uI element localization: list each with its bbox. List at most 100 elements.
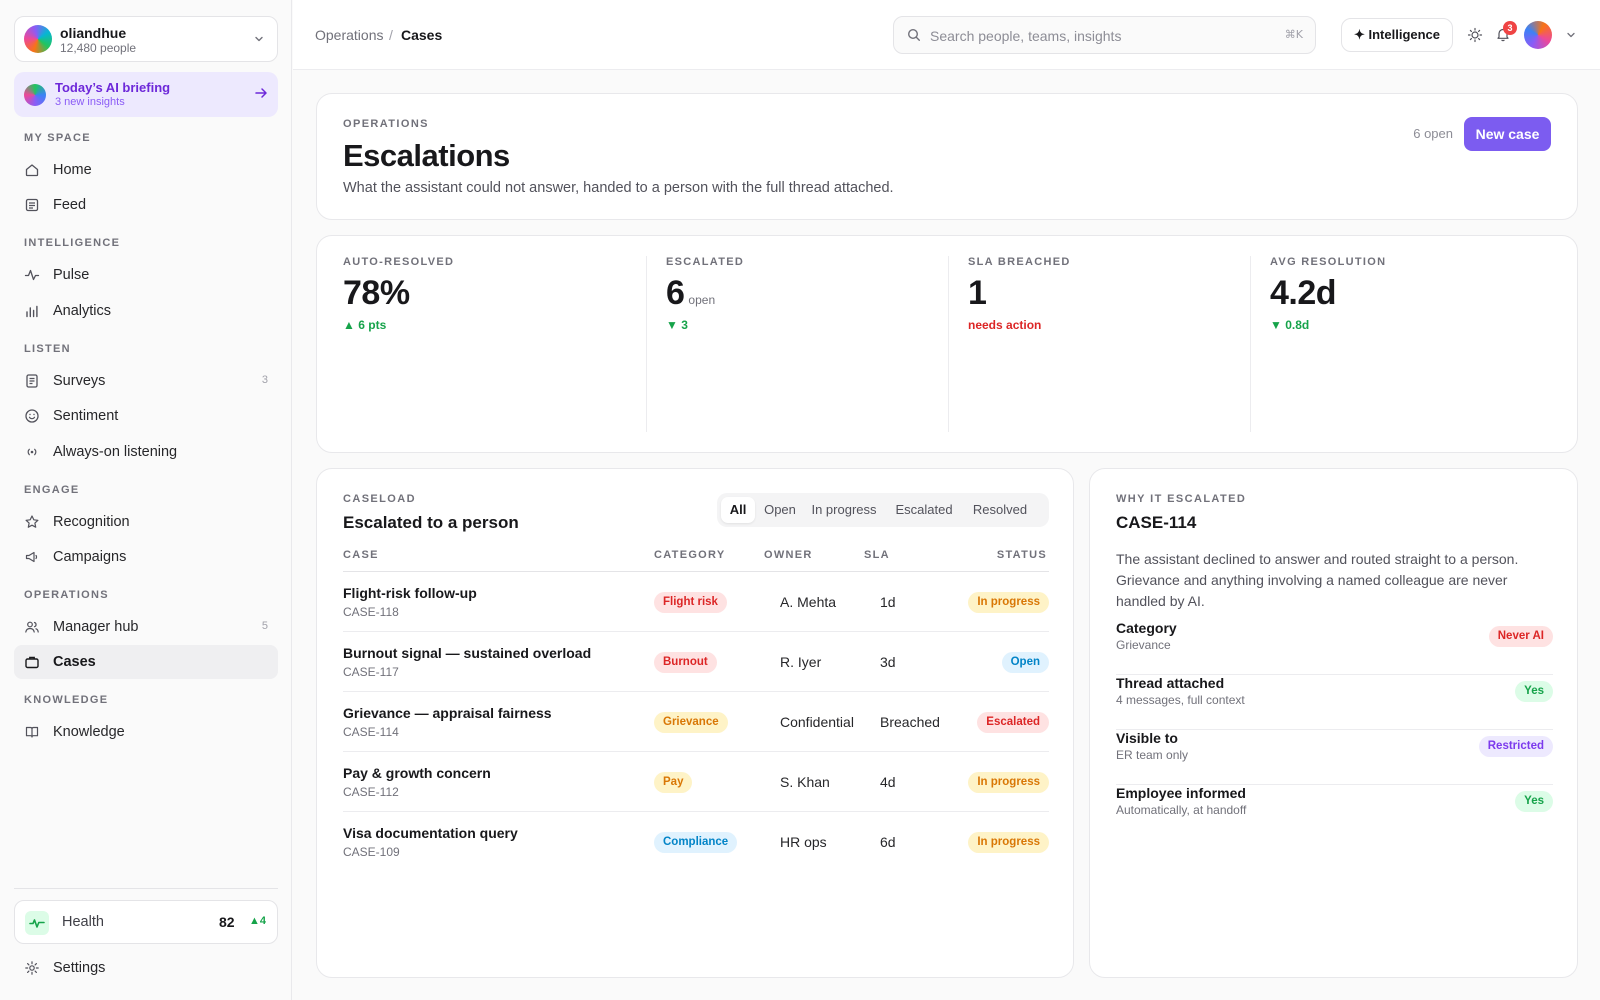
table-row[interactable]: Burnout signal — sustained overload CASE… (343, 632, 1049, 692)
intelligence-button[interactable]: ✦ Intelligence (1341, 18, 1453, 52)
sidebar-item-surveys[interactable]: Surveys 3 (14, 364, 278, 398)
ai-briefing-card[interactable]: Today’s AI briefing 3 new insights (14, 72, 278, 117)
table-row[interactable]: Visa documentation query CASE-109 Compli… (343, 812, 1049, 872)
briefing-subtitle: 3 new insights (55, 96, 125, 108)
sidebar-item-label: Settings (53, 960, 106, 976)
global-search[interactable]: ⌘K (893, 16, 1316, 54)
sidebar-item-always-on-listening[interactable]: Always-on listening (14, 435, 278, 469)
search-input[interactable] (930, 26, 1260, 46)
stat-delta: ▲ 6 pts (343, 318, 386, 332)
sparkle-icon: ✦ (1353, 27, 1365, 42)
sidebar-item-label: Home (53, 162, 92, 178)
case-id: CASE-117 (343, 665, 399, 679)
column-header-case: CASE (343, 549, 379, 561)
arrow-right-icon (255, 88, 267, 98)
detail-value: Grievance (1116, 638, 1171, 652)
filter-tab-in-progress[interactable]: In progress (811, 502, 877, 517)
detail-badge: Restricted (1478, 736, 1553, 757)
case-id: CASE-109 (343, 845, 400, 859)
chevron-down-icon[interactable] (1566, 30, 1576, 40)
notification-badge: 3 (1503, 21, 1517, 35)
sidebar-item-label: Surveys (53, 373, 106, 389)
sidebar-item-feed[interactable]: Feed (14, 188, 278, 222)
workspace-switcher[interactable]: oliandhue 12,480 people (14, 16, 278, 62)
health-score: 82 (219, 914, 235, 930)
table-row[interactable]: Grievance — appraisal fairness CASE-114 … (343, 692, 1049, 752)
sidebar-item-label: Analytics (53, 303, 112, 319)
intelligence-label: Intelligence (1368, 27, 1441, 42)
detail-value: ER team only (1116, 748, 1189, 762)
case-detail-card: WHY IT ESCALATED CASE-114 The assistant … (1089, 468, 1578, 978)
stat-number: 6 (666, 274, 685, 312)
health-delta: ▲4 (249, 915, 266, 927)
case-sla: 6d (880, 834, 896, 850)
survey-icon (26, 374, 38, 388)
sidebar-item-settings[interactable]: Settings (14, 951, 278, 985)
detail-row-visibility: Visible to ER team only Restricted (1116, 730, 1553, 785)
stat-label: ESCALATED (666, 256, 745, 268)
feed-icon (25, 198, 39, 212)
sidebar-item-home[interactable]: Home (14, 153, 278, 187)
user-avatar[interactable] (1524, 21, 1552, 49)
surveys-count: 3 (261, 374, 268, 386)
table-row[interactable]: Flight-risk follow-up CASE-118 Flight ri… (343, 572, 1049, 632)
sidebar-item-label: Campaigns (53, 549, 127, 565)
case-owner: R. Iyer (780, 654, 822, 670)
detail-badge: Yes (1515, 681, 1553, 702)
sidebar-item-label: Knowledge (53, 724, 125, 740)
sidebar-item-cases[interactable]: Cases (14, 645, 278, 679)
stat-delta-value: 6 pts (358, 318, 387, 332)
search-icon (907, 28, 920, 41)
sun-icon[interactable] (1467, 27, 1483, 43)
case-title: Pay & growth concern (343, 765, 491, 781)
stat-number: 1 (968, 274, 987, 312)
case-owner: A. Mehta (780, 594, 837, 610)
sidebar-item-label: Pulse (53, 267, 90, 283)
detail-badge: Yes (1515, 791, 1553, 812)
new-case-button[interactable]: New case (1464, 117, 1551, 151)
section-label-intelligence: INTELLIGENCE (24, 237, 121, 249)
filter-tab-all[interactable]: All (721, 497, 755, 523)
case-id: CASE-112 (343, 785, 399, 799)
stat-label: SLA BREACHED (968, 256, 1071, 268)
breadcrumb-operations[interactable]: Operations (315, 27, 384, 43)
sidebar-item-recognition[interactable]: Recognition (14, 505, 278, 539)
case-title: Grievance — appraisal fairness (343, 705, 552, 721)
category-badge: Flight risk (654, 592, 727, 613)
section-label-engage: ENGAGE (24, 484, 80, 496)
sidebar-item-analytics[interactable]: Analytics (14, 294, 278, 328)
sidebar-item-manager-hub[interactable]: Manager hub 5 (14, 610, 278, 644)
top-bar: Operations / Cases ⌘K ✦ Intelligence 3 (293, 0, 1600, 70)
stat-value: 6 open (666, 274, 715, 313)
stats-card: AUTO-RESOLVED 78% ▲ 6 pts ESCALATED 6 ope… (316, 235, 1578, 453)
filter-tab-resolved[interactable]: Resolved (972, 502, 1028, 517)
section-label-knowledge: KNOWLEDGE (24, 694, 109, 706)
gear-icon (25, 961, 39, 975)
caseload-card: CASELOAD Escalated to a person All Open … (316, 468, 1074, 978)
case-owner: HR ops (780, 834, 827, 850)
pulse-icon (24, 269, 40, 281)
sidebar-item-sentiment[interactable]: Sentiment (14, 399, 278, 433)
sidebar-item-campaigns[interactable]: Campaigns (14, 540, 278, 574)
sidebar-item-pulse[interactable]: Pulse (14, 258, 278, 292)
status-filter-tabs: All Open In progress Escalated Resolved (717, 493, 1049, 527)
detail-row-employee-informed: Employee informed Automatically, at hand… (1116, 785, 1553, 840)
health-widget[interactable]: Health 82 ▲4 (14, 900, 278, 944)
sidebar-item-label: Cases (53, 654, 96, 670)
table-row[interactable]: Pay & growth concern CASE-112 Pay S. Kha… (343, 752, 1049, 812)
case-id: CASE-118 (343, 605, 399, 619)
search-shortcut: ⌘K (1284, 28, 1303, 41)
case-title: Flight-risk follow-up (343, 585, 477, 601)
stat-sla-breached: SLA BREACHED 1 needs action (968, 256, 1268, 432)
detail-eyebrow: WHY IT ESCALATED (1116, 493, 1247, 505)
stat-delta: needs action (968, 318, 1041, 332)
sidebar-item-knowledge[interactable]: Knowledge (14, 715, 278, 749)
filter-tab-open[interactable]: Open (764, 502, 796, 517)
triangle-down-icon: ▼ (1270, 318, 1282, 332)
detail-label: Category (1116, 620, 1177, 636)
stat-auto-resolved: AUTO-RESOLVED 78% ▲ 6 pts (343, 256, 643, 432)
column-header-category: CATEGORY (654, 549, 726, 561)
filter-tab-escalated[interactable]: Escalated (895, 502, 953, 517)
users-icon (25, 621, 39, 633)
detail-value: 4 messages, full context (1116, 693, 1245, 707)
